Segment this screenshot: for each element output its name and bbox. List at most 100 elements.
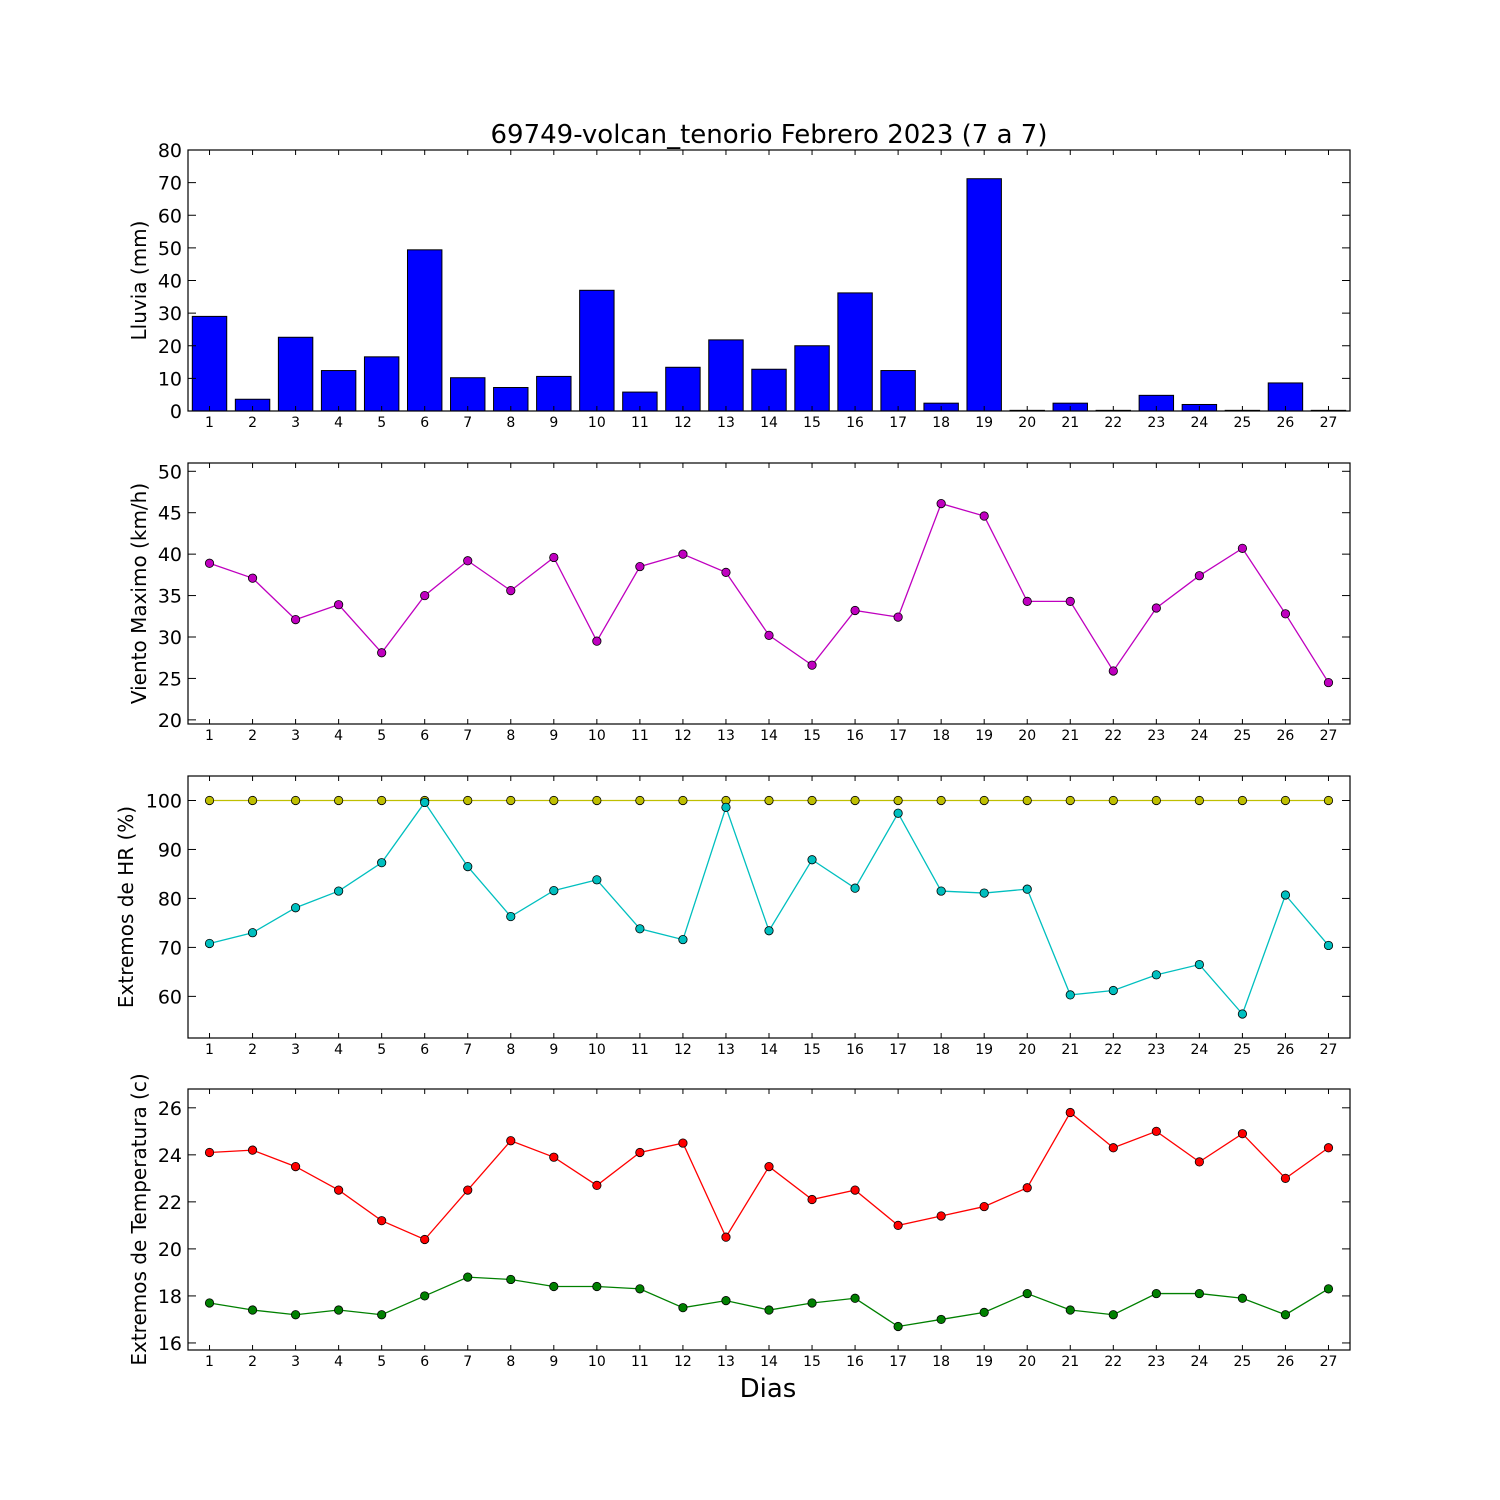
panels: 1 2 3 4 5 6 7 8 9 10 11 12 13 14 15 16 17 18 19 20 21 22 23 24 2… [114, 140, 1351, 1370]
bar-day-12 [665, 366, 701, 412]
bar-day-17 [880, 370, 916, 412]
x-tick-label: 17 [889, 415, 907, 431]
point-series-1-day-26 [1280, 609, 1291, 619]
x-tick-label: 9 [549, 415, 558, 431]
y-tick-label: 70 [158, 937, 182, 959]
point-series-2-day-13 [721, 1296, 731, 1306]
point-series-1-day-14 [764, 630, 774, 640]
x-tick-label: 21 [1061, 1354, 1079, 1370]
x-tick-label: 23 [1147, 415, 1165, 431]
x-tick-label: 24 [1190, 1042, 1208, 1058]
x-tick-label: 8 [506, 415, 515, 431]
point-series-2-day-17 [893, 1321, 903, 1332]
point-series-1-day-27 [1323, 1143, 1334, 1153]
x-tick-label: 27 [1320, 415, 1338, 431]
point-series-1-day-7 [463, 556, 473, 566]
x-tick-label: 6 [420, 415, 429, 431]
point-series-2-day-9 [549, 1281, 559, 1292]
x-tick-label: 13 [717, 1354, 735, 1370]
x-tick-label: 20 [1018, 1042, 1036, 1058]
y-tick-label: 25 [158, 668, 182, 690]
y-tick-label: 10 [158, 368, 182, 390]
x-tick-label: 4 [334, 1042, 343, 1058]
point-series-1-day-8 [506, 585, 516, 596]
y-tick-label: 30 [158, 627, 182, 649]
point-series-1-day-15 [807, 1194, 817, 1205]
point-series-1-day-18 [936, 1211, 946, 1221]
point-series-1-day-24 [1194, 1157, 1204, 1167]
point-series-1-day-23 [1151, 795, 1161, 806]
y-tick-label: 30 [158, 303, 182, 325]
point-series-2-day-6 [420, 1291, 430, 1301]
point-series-1-day-15 [807, 660, 817, 670]
y-axis-label: Extremos de HR (%) [114, 806, 138, 1008]
x-tick-label: 23 [1147, 1354, 1165, 1370]
point-series-1-day-2 [247, 1145, 258, 1155]
x-tick-label: 10 [588, 728, 606, 744]
point-series-1-day-11 [635, 795, 645, 806]
point-series-2-day-22 [1108, 1310, 1118, 1320]
point-series-2-day-2 [247, 1305, 258, 1315]
point-series-1-day-24 [1194, 795, 1204, 806]
point-series-1-day-26 [1280, 795, 1291, 806]
x-axis-label: Dias [740, 1374, 797, 1404]
x-tick-label: 27 [1320, 1042, 1338, 1058]
point-series-1-day-21 [1065, 1107, 1075, 1118]
point-series-1-day-10 [592, 795, 602, 806]
point-series-1-day-27 [1323, 795, 1334, 806]
point-series-1-day-11 [635, 1147, 645, 1158]
y-tick-label: 60 [158, 986, 182, 1008]
bar-day-13 [708, 339, 744, 412]
point-series-1-day-22 [1108, 666, 1118, 676]
point-series-2-day-11 [635, 1284, 645, 1294]
y-tick-label: 20 [158, 336, 182, 358]
x-tick-label: 18 [932, 728, 950, 744]
point-series-1-day-2 [247, 795, 258, 806]
x-tick-label: 19 [975, 415, 993, 431]
point-series-2-day-23 [1151, 1288, 1161, 1299]
x-tick-label: 24 [1190, 1354, 1208, 1370]
point-series-1-day-13 [721, 1232, 731, 1242]
point-series-1-day-1 [204, 558, 215, 568]
point-series-1-day-16 [850, 605, 860, 616]
x-tick-label: 5 [377, 728, 386, 744]
point-series-2-day-21 [1065, 1305, 1075, 1315]
x-tick-label: 12 [674, 1042, 692, 1058]
point-series-1-day-17 [893, 795, 903, 806]
point-series-1-day-17 [893, 612, 903, 622]
point-series-1-day-8 [506, 795, 516, 806]
x-tick-label: 4 [334, 728, 343, 744]
x-tick-label: 17 [889, 1042, 907, 1058]
point-series-1-day-15 [807, 795, 817, 806]
x-tick-label: 20 [1018, 1354, 1036, 1370]
x-tick-label: 9 [549, 1042, 558, 1058]
point-series-1-day-20 [1022, 795, 1032, 806]
point-series-2-day-15 [807, 1298, 817, 1308]
point-series-1-day-2 [247, 573, 258, 583]
x-tick-label: 16 [846, 1042, 864, 1058]
point-series-1-day-22 [1108, 795, 1118, 806]
y-tick-label: 50 [158, 461, 182, 483]
x-tick-label: 23 [1147, 1042, 1165, 1058]
x-tick-label: 1 [205, 728, 214, 744]
y-tick-label: 40 [158, 544, 182, 566]
point-series-2-day-3 [290, 1310, 301, 1320]
point-series-1-day-7 [463, 795, 473, 806]
point-series-1-day-12 [678, 549, 688, 559]
point-series-1-day-9 [549, 1152, 559, 1162]
y-tick-label: 22 [158, 1192, 182, 1214]
x-tick-label: 22 [1104, 1354, 1122, 1370]
point-series-2-day-16 [850, 883, 860, 893]
point-series-1-day-21 [1065, 596, 1075, 606]
point-series-1-day-5 [377, 648, 387, 658]
point-series-1-day-10 [592, 636, 602, 646]
point-series-2-day-1 [204, 1298, 215, 1308]
point-series-1-day-25 [1237, 1129, 1248, 1139]
point-series-2-day-18 [936, 886, 946, 896]
point-series-2-day-9 [549, 885, 559, 896]
point-series-2-day-5 [377, 1310, 387, 1320]
point-series-1-day-20 [1022, 596, 1032, 606]
point-series-2-day-24 [1194, 1288, 1204, 1299]
point-series-1-day-7 [463, 1185, 473, 1195]
